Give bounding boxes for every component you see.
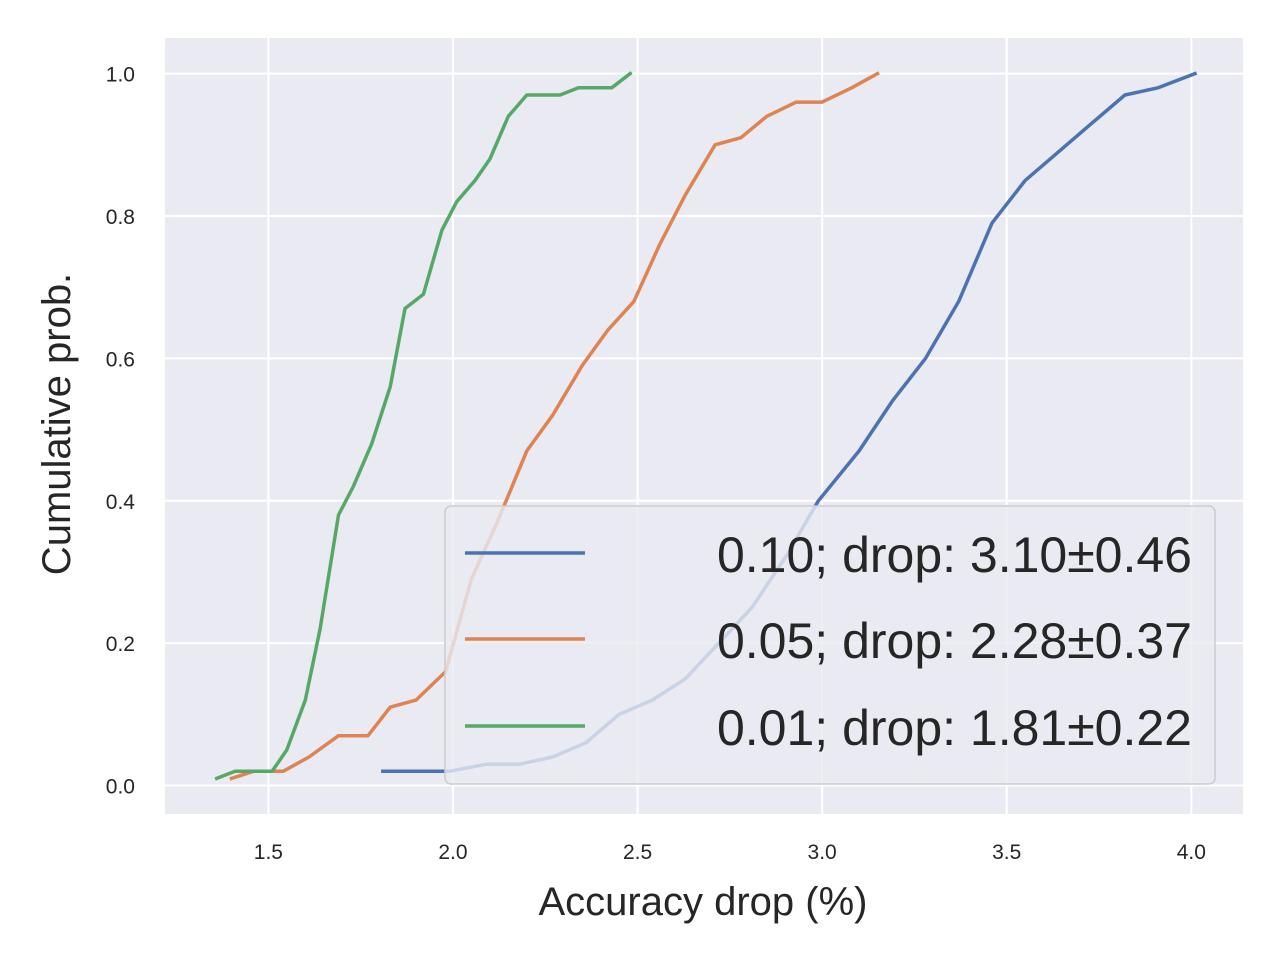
- tick-labels: 1.5 2.0 2.5 3.0 3.5 4.0 0.0 0.2 0.4 0.6 0.8 1.0: [106, 64, 1206, 864]
- x-tick-label: 3.5: [992, 841, 1021, 864]
- legend: 0.10; drop: 3.10±0.46 0.05; drop: 2.28±0…: [444, 505, 1216, 785]
- legend-label-2: 0.01; drop: 1.81±0.22: [717, 700, 1192, 756]
- legend-label-0: 0.10; drop: 3.10±0.46: [717, 527, 1192, 583]
- y-tick-label: 0.6: [106, 348, 135, 371]
- y-tick-label: 1.0: [106, 64, 135, 87]
- legend-label-1: 0.05; drop: 2.28±0.37: [717, 613, 1192, 669]
- series-line-2: [214, 71, 633, 781]
- y-tick-label: 0.4: [106, 491, 136, 514]
- y-tick-label: 0.0: [106, 776, 135, 799]
- x-tick-label: 3.0: [808, 841, 837, 864]
- x-tick-label: 4.0: [1177, 841, 1206, 864]
- y-tick-label: 0.8: [106, 206, 135, 229]
- x-tick-label: 2.0: [438, 841, 467, 864]
- y-tick-label: 0.2: [106, 633, 135, 656]
- x-tick-label: 1.5: [254, 841, 283, 864]
- legend-frame: [444, 505, 1216, 785]
- y-axis-label: Cumulative prob.: [35, 273, 79, 575]
- x-tick-label: 2.5: [623, 841, 652, 864]
- x-axis-label: Accuracy drop (%): [539, 880, 868, 924]
- series-line-1: [229, 71, 880, 781]
